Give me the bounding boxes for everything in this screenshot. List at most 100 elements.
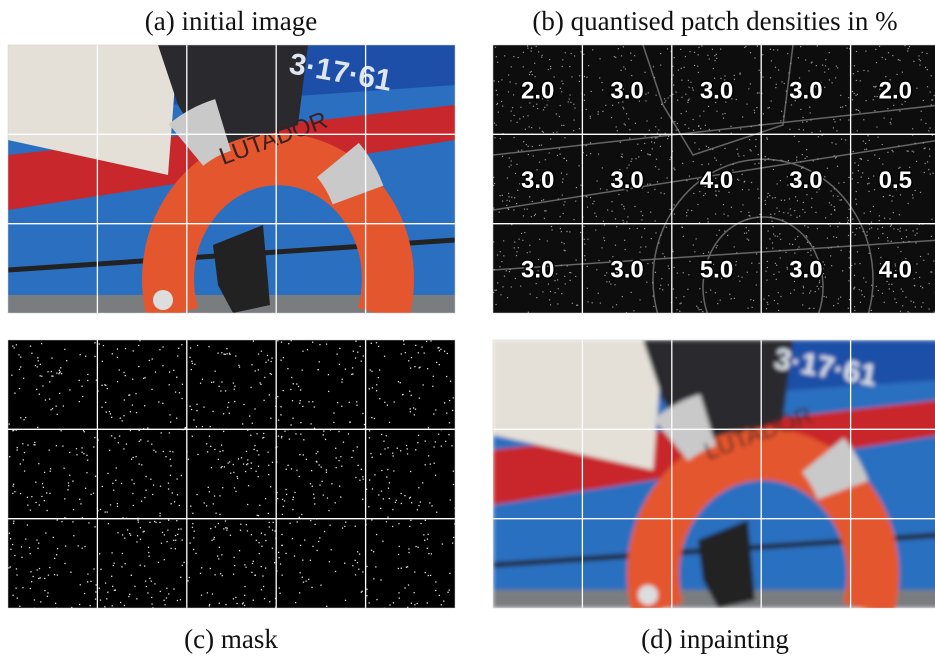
noise xyxy=(702,311,703,312)
noise xyxy=(629,129,630,130)
noise xyxy=(527,252,528,253)
mask-dot xyxy=(131,575,132,576)
mask-dot xyxy=(144,565,145,566)
mask-dot xyxy=(49,567,50,568)
noise xyxy=(586,145,587,146)
noise xyxy=(813,160,814,161)
noise xyxy=(539,145,540,146)
noise xyxy=(544,107,545,108)
noise xyxy=(676,130,677,131)
mask-dot xyxy=(281,534,282,535)
noise xyxy=(518,239,519,240)
noise xyxy=(523,52,524,53)
mask-dot xyxy=(14,491,15,492)
mask-dot xyxy=(225,604,226,605)
mask-dot xyxy=(298,386,299,387)
noise xyxy=(852,232,853,233)
mask-dot xyxy=(213,381,214,382)
mask-dot xyxy=(258,353,259,354)
noise xyxy=(664,256,665,257)
noise xyxy=(500,251,501,252)
mask-dot xyxy=(81,452,82,453)
noise xyxy=(714,55,715,56)
mask-dot xyxy=(139,441,140,442)
mask-dot xyxy=(202,426,203,427)
noise xyxy=(746,104,747,105)
mask-dot xyxy=(9,533,10,534)
mask-dot xyxy=(272,529,273,530)
panel-d xyxy=(493,340,935,610)
mask-dot xyxy=(268,359,269,360)
noise xyxy=(854,93,855,94)
mask-dot xyxy=(167,529,168,530)
mask-dot xyxy=(326,606,327,607)
noise xyxy=(776,84,777,85)
mask-dot xyxy=(355,477,356,478)
noise xyxy=(867,160,868,161)
mask-dot xyxy=(410,411,411,412)
mask-dot xyxy=(297,521,298,522)
noise xyxy=(579,128,580,129)
noise xyxy=(866,231,867,232)
noise xyxy=(497,103,498,104)
noise xyxy=(857,182,858,183)
mask-dot xyxy=(38,360,39,361)
noise xyxy=(810,250,811,251)
noise xyxy=(794,289,795,290)
mask-dot xyxy=(436,362,437,363)
mask-dot xyxy=(137,535,138,536)
mask-dot xyxy=(42,385,43,386)
noise xyxy=(831,247,832,248)
mask-dot xyxy=(453,471,454,472)
mask-dot xyxy=(30,553,31,554)
noise xyxy=(514,137,515,138)
noise xyxy=(748,239,749,240)
mask-dot xyxy=(151,603,152,604)
mask-dot xyxy=(223,528,224,529)
mask-dot xyxy=(59,393,60,394)
noise xyxy=(694,142,695,143)
noise xyxy=(779,250,780,251)
noise xyxy=(667,48,668,49)
noise xyxy=(899,214,900,215)
noise xyxy=(557,155,558,156)
mask-dot xyxy=(24,470,25,471)
mask-dot xyxy=(113,490,114,491)
mask-dot xyxy=(8,567,9,568)
noise xyxy=(715,213,716,214)
mask-dot xyxy=(407,448,408,449)
mask-dot xyxy=(41,496,42,497)
mask-dot xyxy=(208,346,209,347)
mask-dot xyxy=(441,604,442,605)
noise xyxy=(774,213,775,214)
noise xyxy=(860,80,861,81)
mask-dot xyxy=(274,562,275,563)
mask-dot xyxy=(177,600,178,601)
noise xyxy=(772,197,773,198)
noise xyxy=(694,65,695,66)
noise xyxy=(767,193,768,194)
noise xyxy=(894,298,895,299)
noise xyxy=(920,256,921,257)
mask-dot xyxy=(279,593,280,594)
noise xyxy=(867,70,868,71)
mask-dot xyxy=(20,417,21,418)
mask-dot xyxy=(322,481,323,482)
mask-dot xyxy=(39,504,40,505)
mask-dot xyxy=(251,364,252,365)
mask-dot xyxy=(105,582,106,583)
noise xyxy=(766,308,767,309)
noise xyxy=(754,112,755,113)
noise xyxy=(767,196,768,197)
noise xyxy=(550,66,551,67)
noise xyxy=(539,162,540,163)
mask-dot xyxy=(452,542,453,543)
mask-dot xyxy=(202,379,203,380)
mask-dot xyxy=(143,378,144,379)
noise xyxy=(837,246,838,247)
mask-dot xyxy=(226,353,227,354)
mask-dot xyxy=(155,451,156,452)
noise xyxy=(921,111,922,112)
mask-dot xyxy=(374,418,375,419)
noise xyxy=(716,160,717,161)
